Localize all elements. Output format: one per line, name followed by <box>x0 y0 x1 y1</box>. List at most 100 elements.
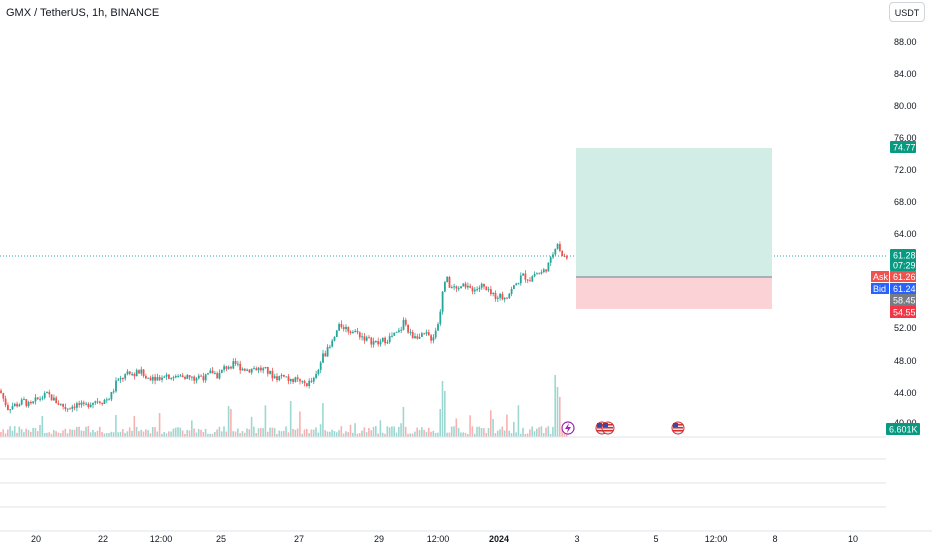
candle-body <box>184 377 186 379</box>
volume-bar <box>71 429 73 437</box>
volume-bar <box>48 432 50 437</box>
candle-body <box>540 272 543 274</box>
volume-bar <box>172 428 175 437</box>
candle-body <box>398 330 400 332</box>
volume-bar <box>437 432 439 437</box>
candle-body <box>526 279 529 281</box>
candle-body <box>395 331 398 333</box>
volume-bar <box>556 387 559 437</box>
volume-bar <box>112 432 115 437</box>
volume-bar <box>34 428 37 437</box>
volume-bar <box>200 429 202 437</box>
candle-body <box>122 378 124 379</box>
candle-body <box>119 378 122 380</box>
volume-bar <box>547 426 550 437</box>
candle-body <box>312 377 315 382</box>
volume-bar <box>545 427 547 437</box>
candle-body <box>522 273 524 276</box>
volume-bar <box>202 432 205 437</box>
volume-bar <box>230 409 232 437</box>
candle-body <box>145 376 147 379</box>
candle-body <box>356 330 359 333</box>
candle-body <box>232 361 235 369</box>
volume-bar <box>375 426 377 437</box>
price-axis[interactable]: 88.00 84.00 80.00 76.00 72.00 68.00 64.0… <box>894 37 917 428</box>
candle-body <box>165 374 168 377</box>
volume-bar <box>324 430 326 437</box>
candle-body <box>473 289 476 292</box>
candle-body <box>80 402 83 405</box>
loss-zone[interactable] <box>576 277 772 309</box>
candle-body <box>135 370 138 377</box>
volume-bar <box>365 432 368 437</box>
volume-bar <box>430 431 432 437</box>
volume-bar <box>99 426 101 437</box>
volume-bar <box>30 431 32 437</box>
volume-bar <box>13 426 16 437</box>
volume-bar <box>427 427 430 437</box>
candle-body <box>471 287 474 292</box>
us-flag-event-icon[interactable] <box>671 421 685 435</box>
candle-body <box>368 337 370 339</box>
currency-selector-button[interactable]: USDT <box>889 2 925 22</box>
candle-body <box>218 372 221 379</box>
candle-body <box>400 329 403 331</box>
volume-bar <box>457 427 460 437</box>
candle-body <box>76 403 78 408</box>
volume-bar <box>358 433 361 437</box>
volume-bar <box>223 426 225 437</box>
price-chart[interactable]: 88.00 84.00 80.00 76.00 72.00 68.00 64.0… <box>0 0 932 534</box>
candle-body <box>536 273 538 275</box>
symbol-title[interactable]: GMX / TetherUS, 1h, BINANCE <box>6 7 160 19</box>
stop-price-text: 54.55 <box>893 308 916 318</box>
candle-body <box>391 335 393 337</box>
volume-bar <box>163 431 165 437</box>
volume-bar <box>2 429 4 437</box>
candle-body <box>181 375 184 378</box>
volume-bar <box>0 432 2 437</box>
candle-body <box>483 283 485 287</box>
volume-bar <box>513 421 515 437</box>
candle-body <box>485 286 488 290</box>
candle-body <box>241 368 244 371</box>
time-axis[interactable]: 20 22 12:00 25 27 29 12:00 2024 3 5 12:0… <box>0 534 932 550</box>
candle-body <box>55 397 58 404</box>
candle-body <box>225 366 228 369</box>
lightning-event-icon[interactable] <box>561 421 575 435</box>
volume-bar <box>76 426 78 437</box>
volume-bar <box>94 432 96 437</box>
profit-zone[interactable] <box>576 148 772 277</box>
volume-bar <box>342 433 345 437</box>
volume-bar <box>478 426 481 437</box>
candle-body <box>142 369 145 376</box>
volume-bar <box>154 427 156 437</box>
volume-bar <box>432 430 435 437</box>
volume-bar <box>32 427 34 437</box>
volume-bar <box>345 431 347 437</box>
volume-bar <box>386 426 389 437</box>
volume-bar <box>82 430 85 437</box>
volume-bar <box>250 416 253 437</box>
candle-body <box>133 373 136 377</box>
volume-bar <box>41 415 44 437</box>
volume-bar <box>519 433 522 437</box>
candle-body <box>345 326 347 330</box>
candle-body <box>4 398 7 405</box>
candle-body <box>402 319 405 330</box>
time-tick: 12:00 <box>426 534 450 544</box>
candle-body <box>283 375 285 377</box>
candle-body <box>322 353 324 363</box>
candle-body <box>425 332 428 334</box>
time-tick: 8 <box>772 534 778 544</box>
candle-body <box>96 401 99 403</box>
volume-bar <box>303 429 306 437</box>
candle-body <box>0 390 2 394</box>
candle-body <box>264 367 267 369</box>
volume-bar <box>23 432 25 437</box>
volume-bar <box>119 431 122 437</box>
volume-bar <box>310 429 313 437</box>
us-flag-event-icon[interactable] <box>601 421 615 435</box>
price-tick: 44.00 <box>894 388 917 398</box>
volume-bar <box>27 430 30 437</box>
candle-body <box>358 332 361 338</box>
